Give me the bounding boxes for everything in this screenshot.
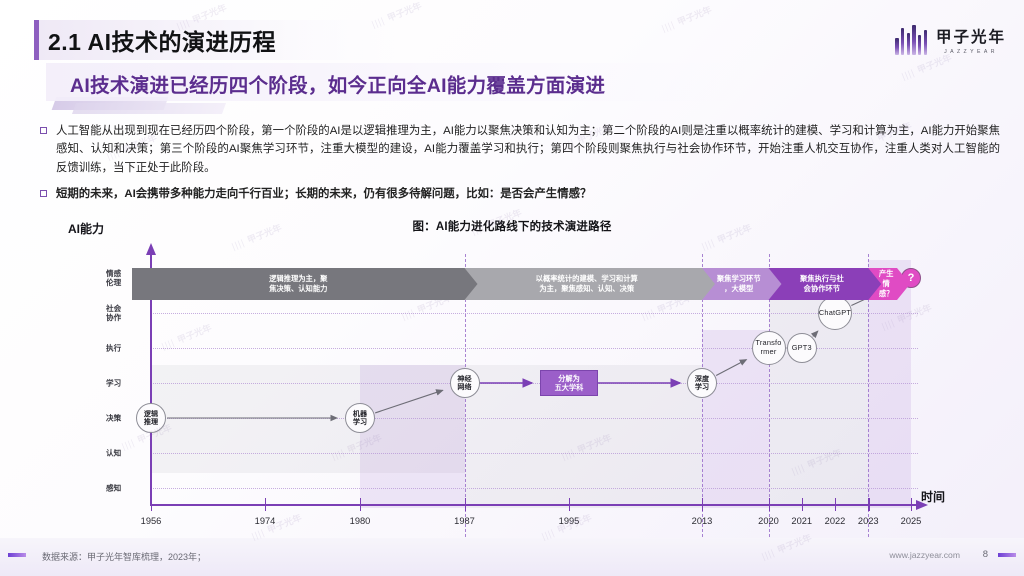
x-axis-label: 2013: [691, 516, 713, 526]
x-axis-tick: [868, 498, 870, 511]
phase-label: 以概率统计的建模、学习和计算 为主，聚焦感知、认知、决策: [535, 274, 638, 293]
chart-band: [768, 295, 869, 508]
x-axis-label: 2021: [791, 516, 813, 526]
chart-node: ChatGPT: [818, 296, 852, 330]
chart-node: Transfo rmer: [751, 331, 786, 365]
x-axis-label: 1980: [349, 516, 371, 526]
brand-logo: 甲子光年 JAZZYEAR: [895, 18, 1006, 62]
y-axis-label: 感知: [106, 483, 122, 493]
phase-banner: 逻辑推理为主，聚 焦决策、认知能力 以概率统计的建模、学习和计算 为主，聚焦感知、认知…: [120, 268, 910, 300]
chart-node: 深度 学习: [687, 368, 717, 398]
page-title: 2.1 AI技术的演进历程: [48, 29, 277, 55]
y-axis-label: 社会 协作: [106, 303, 122, 322]
footer-url[interactable]: www.jazzyear.com: [889, 550, 960, 560]
footer-page-number: 8: [982, 549, 988, 560]
x-axis-label: 1956: [140, 516, 162, 526]
bullet-item-1: 人工智能从出现到现在已经历四个阶段，第一个阶段的AI是以逻辑推理为主，AI能力以…: [40, 122, 1000, 177]
y-axis-arrow-icon: [145, 243, 156, 255]
x-axis-tick: [265, 498, 267, 511]
x-axis-label: 2023: [857, 516, 879, 526]
footer-accent-left: [8, 553, 26, 557]
phase-divider: [464, 254, 466, 542]
gridline: [151, 383, 918, 384]
x-axis-line: [150, 504, 918, 506]
bullet-square-icon: [40, 190, 47, 198]
x-axis-tick: [151, 498, 153, 511]
evolution-chart: 图：AI能力进化路线下的技术演进路径 AI能力 时间 感知 认知 决策 学习 执行 社会协…: [0, 210, 1024, 542]
chart-plot-area: 感知 认知 决策 学习 执行 社会 协作 情感 伦理 1956 1974 1980 1987 1995 2…: [106, 240, 928, 542]
x-axis-tick: [801, 498, 804, 511]
bullet-square-icon: [40, 127, 47, 134]
paragraph-2: 短期的未来，AI会携带多种能力走向千行百业；长期的未来，仍有很多待解问题，比如：…: [56, 188, 592, 201]
chart-node: 机器 学习: [345, 403, 375, 433]
x-axis-label: 2020: [758, 516, 779, 526]
footer-source: 数据来源：甲子光年智库梳理，2023年；: [42, 552, 207, 562]
slide-header: 2.1 AI技术的演进历程 AI技术演进已经历四个阶段，如今正向全AI能力覆盖方…: [0, 0, 1024, 115]
body-copy: 人工智能从出现到现在已经历四个阶段，第一个阶段的AI是以逻辑推理为主，AI能力以…: [40, 122, 1000, 212]
gridline: [151, 453, 918, 454]
x-axis-tick: [911, 498, 913, 511]
phase-label: 逻辑推理为主，聚 焦决策、认知能力: [269, 274, 328, 293]
y-axis-label: 情感 伦理: [106, 268, 122, 287]
y-axis-label: 执行: [106, 343, 122, 353]
x-axis-tick: [768, 498, 770, 511]
y-axis-label: 认知: [106, 448, 122, 458]
subtitle-background: [46, 63, 746, 101]
phase-segment: 以概率统计的建模、学习和计算 为主，聚焦感知、认知、决策: [459, 268, 716, 300]
phase-divider: [768, 254, 770, 542]
paragraph-1: 人工智能从出现到现在已经历四个阶段，第一个阶段的AI是以逻辑推理为主，AI能力以…: [56, 125, 1000, 174]
phase-label: 聚焦学习环节 ，大模型: [716, 274, 761, 293]
chart-band: [360, 365, 465, 508]
chart-node: GPT3: [786, 333, 817, 363]
phase-divider: [702, 254, 703, 542]
logo-wordmark: 甲子光年 JAZZYEAR: [936, 25, 1006, 55]
x-axis-tick: [360, 498, 362, 511]
x-axis-tick: [464, 498, 466, 511]
page-subtitle: AI技术演进已经历四个阶段，如今正向全AI能力覆盖方面演进: [70, 75, 606, 97]
chart-node: 神经 网络: [449, 368, 480, 398]
x-axis-label: 1974: [254, 516, 276, 526]
phase-label: 聚焦执行与社 会协作环节: [799, 274, 844, 293]
chart-node: 逻辑 推理: [136, 403, 166, 433]
x-axis-tick: [702, 498, 704, 511]
footer-accent-right: [998, 553, 1016, 557]
y-axis-label: 决策: [106, 413, 122, 423]
chart-title: 图：AI能力进化路线下的技术演进路径: [412, 221, 612, 233]
phase-divider: [868, 254, 870, 542]
gridline: [151, 488, 918, 489]
slide-footer: 数据来源：甲子光年智库梳理，2023年； www.jazzyear.com 8: [0, 538, 1024, 576]
chart-node: 分解为 五大学科: [540, 370, 598, 396]
y-axis-label: 学习: [106, 378, 122, 388]
logo-bars-icon: [895, 25, 927, 55]
x-axis-label: 2025: [900, 516, 922, 526]
logo-name-cn: 甲子光年: [935, 29, 1006, 46]
x-axis-arrow-icon: [916, 499, 928, 510]
x-axis-label: 2022: [824, 516, 846, 526]
x-axis-label: 1987: [454, 516, 475, 526]
section-title-bar: [34, 20, 394, 60]
bullet-item-2: 短期的未来，AI会携带多种能力走向千行百业；长期的未来，仍有很多待解问题，比如：…: [40, 185, 1000, 203]
phase-segment: 逻辑推理为主，聚 焦决策、认知能力: [132, 268, 478, 300]
x-axis-tick: [835, 498, 837, 511]
x-axis-tick: [569, 498, 571, 511]
gridline: [151, 348, 918, 349]
x-axis-label: 1995: [558, 516, 580, 526]
gridline: [151, 418, 918, 419]
logo-name-en: JAZZYEAR: [944, 49, 998, 55]
gridline: [151, 313, 918, 314]
y-axis-line: [150, 254, 152, 506]
decor-ribbon-2: [71, 103, 227, 114]
y-axis-title: AI能力: [68, 222, 105, 236]
